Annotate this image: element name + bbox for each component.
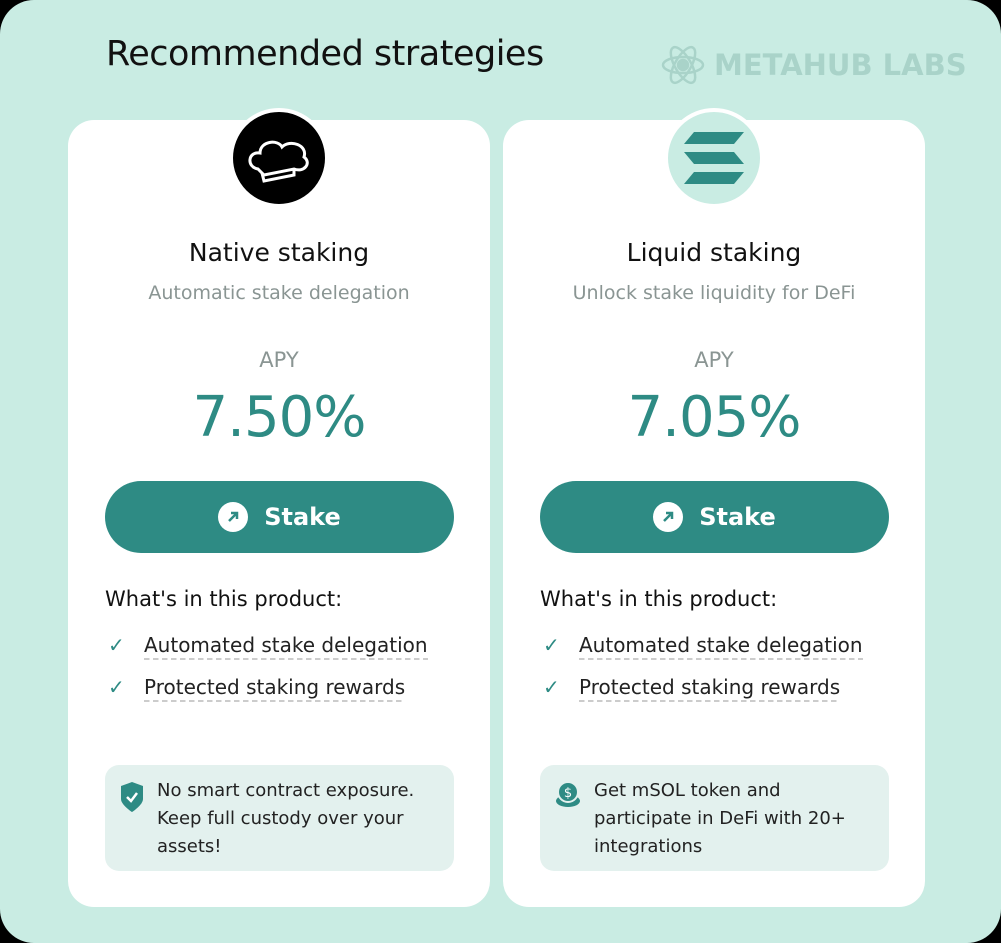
- check-icon: ✓: [108, 633, 125, 657]
- coins-icon: $: [556, 781, 580, 807]
- feature-text[interactable]: Protected staking rewards: [579, 672, 841, 702]
- svg-text:$: $: [564, 786, 572, 801]
- check-icon: ✓: [543, 675, 560, 699]
- card-liquid-staking: Liquid staking Unlock stake liquidity fo…: [503, 108, 925, 907]
- card-native-staking: Native staking Automatic stake delegatio…: [68, 108, 490, 907]
- stake-button[interactable]: Stake: [105, 481, 454, 553]
- stake-button-label: Stake: [699, 503, 776, 531]
- feature-item: ✓ Protected staking rewards: [108, 672, 468, 702]
- brand-name: METAHUB LABS: [714, 48, 967, 82]
- check-icon: ✓: [108, 675, 125, 699]
- apy-value: 7.05%: [627, 385, 802, 450]
- atom-icon: [661, 45, 705, 85]
- feature-item: ✓ Automated stake delegation: [543, 630, 903, 660]
- card-title: Liquid staking: [626, 238, 802, 267]
- arrow-up-right-icon: [218, 502, 249, 532]
- shield-check-icon: [121, 782, 143, 812]
- feature-item: ✓ Automated stake delegation: [108, 630, 468, 660]
- info-box: $ Get mSOL token and participate in DeFi…: [540, 765, 889, 871]
- info-text: No smart contract exposure. Keep full cu…: [157, 780, 415, 857]
- info-box: No smart contract exposure. Keep full cu…: [105, 765, 454, 871]
- chef-hat-icon: [229, 108, 329, 208]
- solana-icon: [664, 108, 764, 208]
- card-subtitle: Unlock stake liquidity for DeFi: [572, 282, 856, 304]
- feature-text[interactable]: Automated stake delegation: [579, 630, 863, 660]
- arrow-up-right-icon: [653, 502, 684, 532]
- card-subtitle: Automatic stake delegation: [148, 282, 410, 304]
- features-title: What's in this product:: [540, 587, 778, 611]
- features-title: What's in this product:: [105, 587, 343, 611]
- page-title: Recommended strategies: [106, 34, 544, 74]
- apy-label: APY: [259, 348, 299, 372]
- apy-value: 7.50%: [192, 385, 367, 450]
- stake-button[interactable]: Stake: [540, 481, 889, 553]
- stake-button-label: Stake: [264, 503, 341, 531]
- feature-text[interactable]: Protected staking rewards: [144, 672, 406, 702]
- check-icon: ✓: [543, 633, 560, 657]
- brand-logo: METAHUB LABS: [660, 42, 967, 88]
- feature-item: ✓ Protected staking rewards: [543, 672, 903, 702]
- info-text: Get mSOL token and participate in DeFi w…: [594, 780, 846, 857]
- feature-text[interactable]: Automated stake delegation: [144, 630, 428, 660]
- apy-label: APY: [694, 348, 734, 372]
- card-title: Native staking: [188, 238, 370, 267]
